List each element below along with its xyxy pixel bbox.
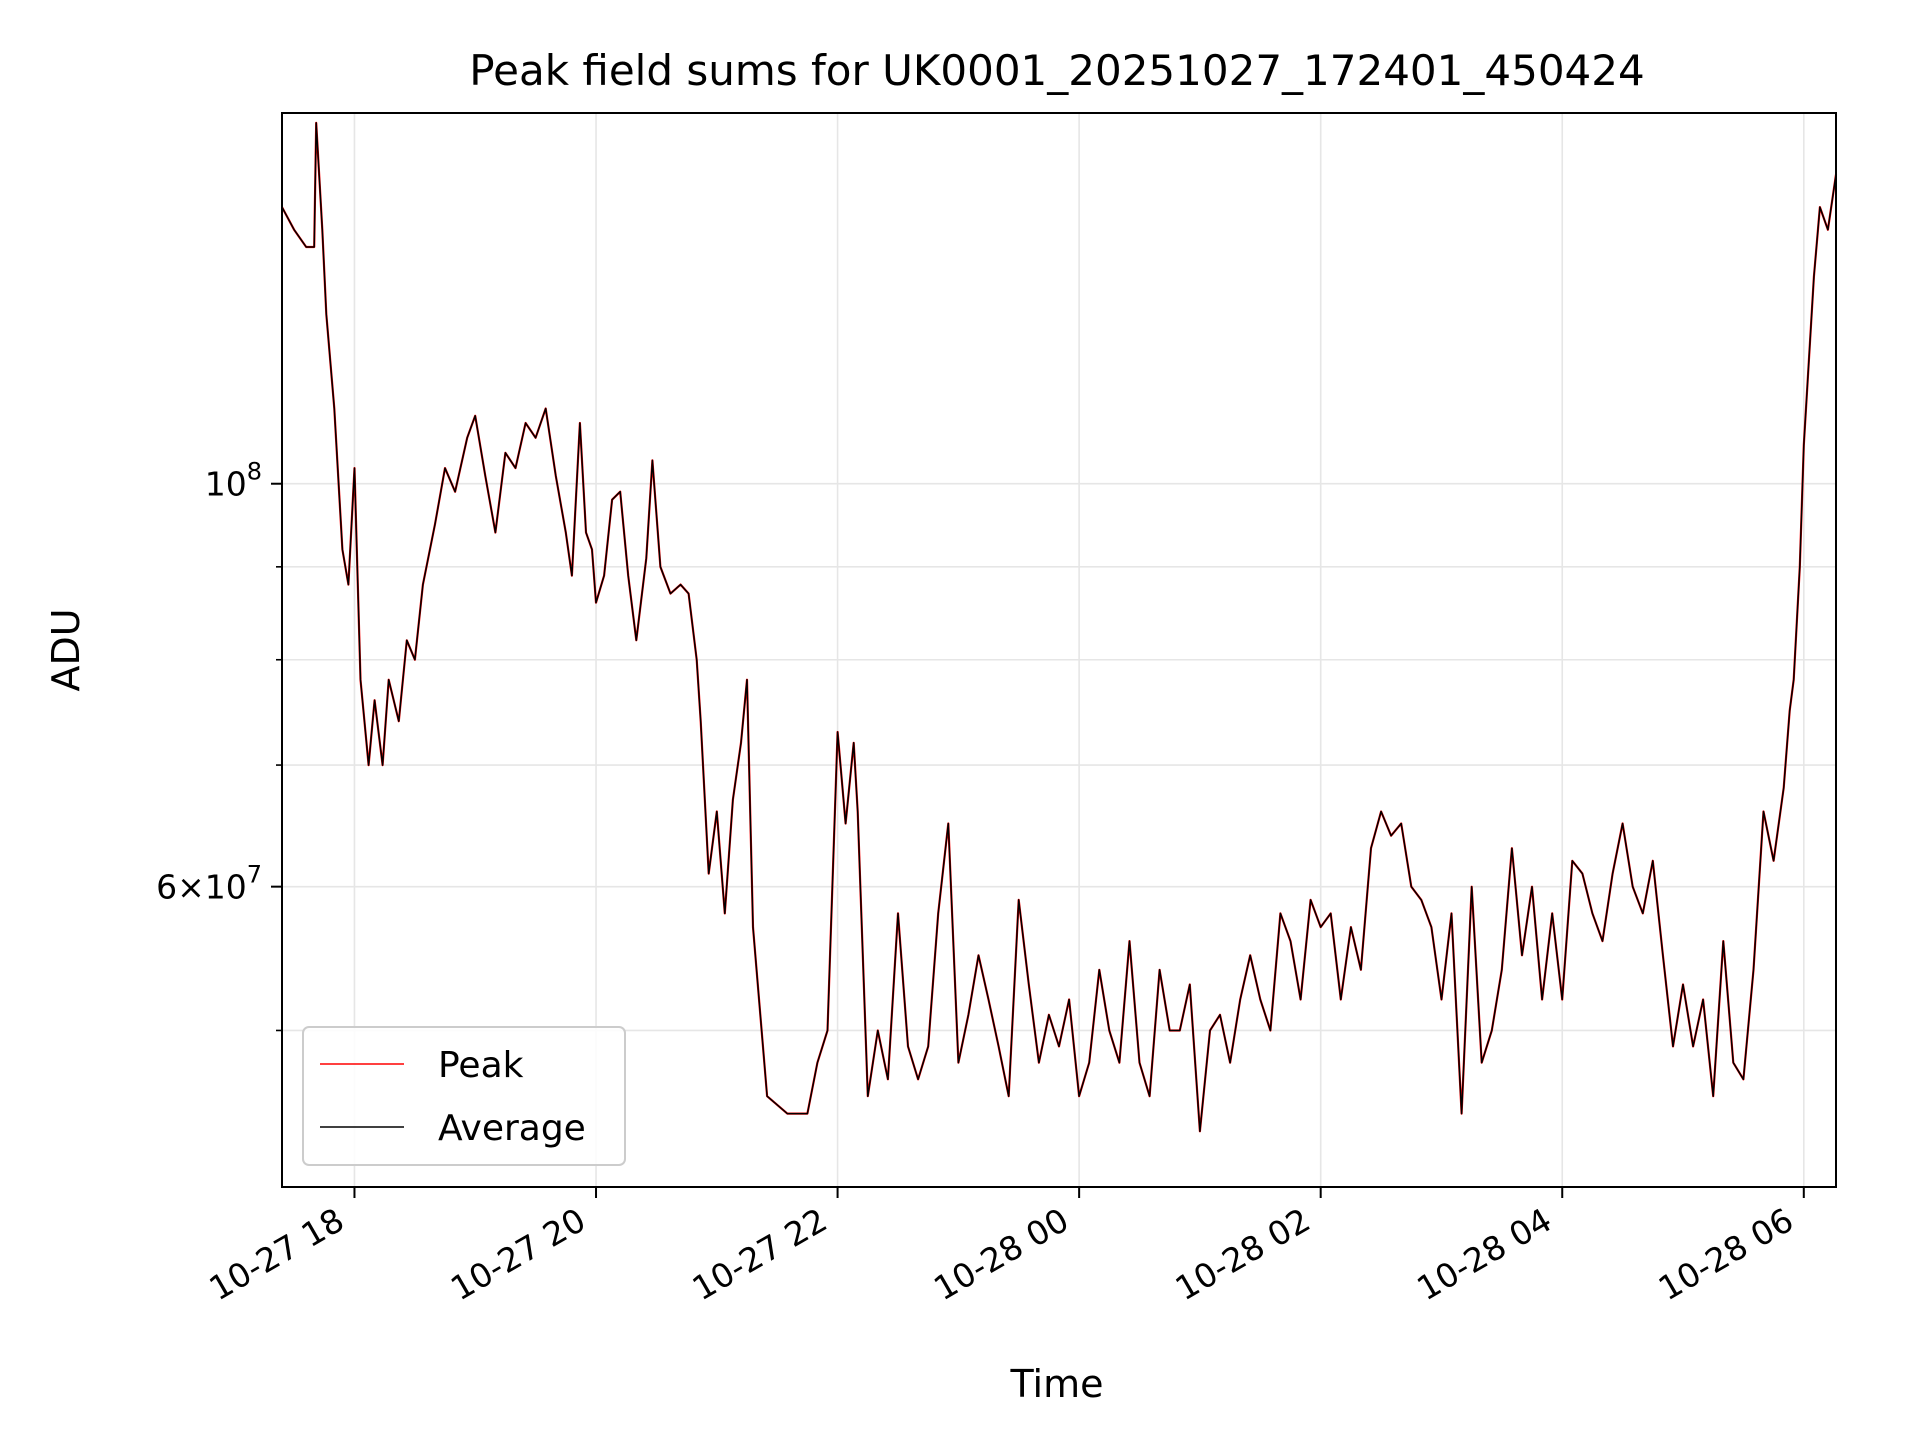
series-lines xyxy=(281,121,1838,1133)
legend-label-average: Average xyxy=(438,1108,586,1149)
x-axis-label: Time xyxy=(1010,1362,1104,1406)
series-line-average xyxy=(281,122,1837,1133)
plot-frame xyxy=(281,112,1837,1188)
y-axis-label: ADU xyxy=(44,608,88,691)
y-tick-base: 10 xyxy=(205,465,247,504)
y-tick-exponent: 7 xyxy=(247,861,262,889)
chart-title: Peak field sums for UK0001_20251027_1724… xyxy=(469,46,1644,95)
y-tick-label: 6×107 xyxy=(156,861,262,907)
legend: Peak Average xyxy=(302,1026,626,1166)
legend-label-peak: Peak xyxy=(438,1045,524,1086)
y-tick-label: 108 xyxy=(205,458,262,504)
y-tick-base: 10 xyxy=(205,868,247,907)
y-tick-exponent: 8 xyxy=(247,458,262,486)
y-tick-multiplier: 6 xyxy=(156,868,177,907)
y-tick-times-sign: × xyxy=(177,868,205,907)
legend-box xyxy=(302,1026,626,1166)
